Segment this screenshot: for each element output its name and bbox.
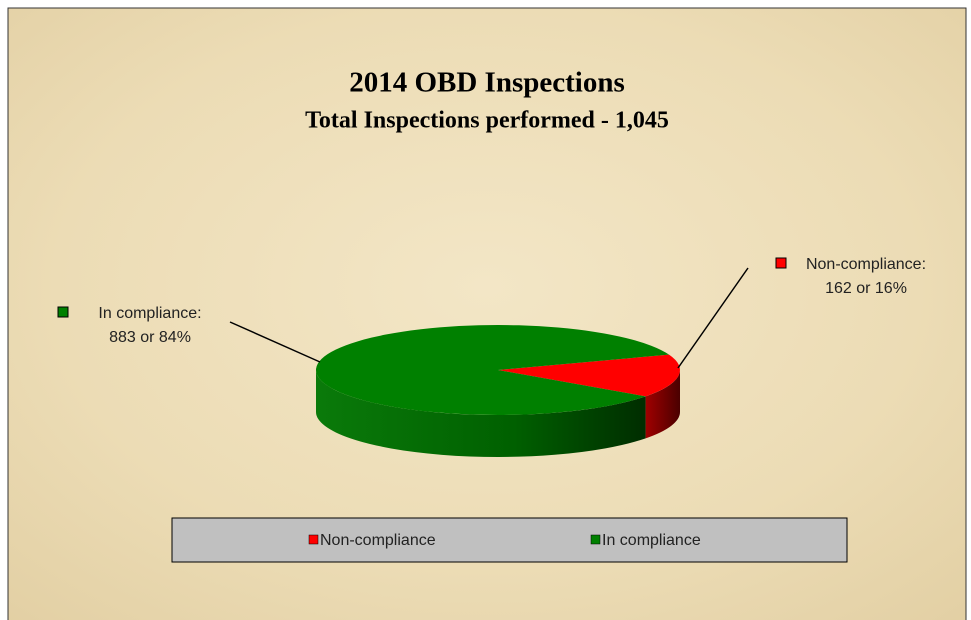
data-label-name: Non-compliance: — [806, 256, 926, 273]
pie-side — [316, 370, 646, 458]
chart-subtitle: Total Inspections performed - 1,045 — [305, 108, 669, 134]
legend-label: Non-compliance — [320, 532, 436, 549]
label-key — [775, 257, 787, 269]
data-label: 883 or 84% — [109, 329, 191, 346]
legend-items: Non-compliance In compliance — [308, 532, 701, 549]
leader-line — [229, 321, 321, 363]
pie-slice — [316, 325, 670, 415]
legend-swatch — [590, 534, 601, 545]
pie-slice — [498, 354, 680, 397]
chart-title: 2014 OBD Inspections — [349, 67, 625, 99]
legend-label: In compliance — [602, 532, 701, 549]
legend-swatch — [308, 534, 319, 545]
label-key — [57, 306, 69, 318]
pie: Non-compliance: 162 or 16% In compliance: 8… — [57, 256, 926, 458]
pie-side — [645, 370, 680, 439]
data-label: 162 or 16% — [825, 280, 907, 297]
data-label-name: In compliance: — [98, 305, 201, 322]
legend — [171, 517, 848, 563]
leader-line — [677, 267, 749, 369]
